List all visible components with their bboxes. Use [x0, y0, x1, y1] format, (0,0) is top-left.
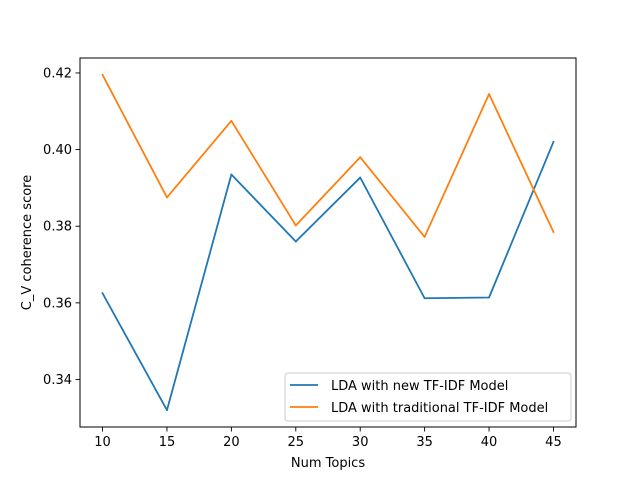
legend-box — [284, 372, 572, 422]
y-axis-label: C_V coherence score — [20, 175, 35, 310]
data-point-0-7 — [552, 141, 555, 143]
x-axis-label: Num Topics — [291, 456, 365, 471]
x-tick-label: 45 — [545, 435, 562, 450]
data-point-0-1 — [166, 409, 168, 412]
x-tick-label: 25 — [288, 435, 305, 450]
data-point-0-4 — [359, 176, 362, 179]
y-tick-label: 0.34 — [43, 373, 72, 388]
data-point-1-4 — [359, 156, 362, 159]
legend-label-traditional-tfidf: LDA with traditional TF-IDF Model — [331, 401, 548, 416]
legend-label-new-tfidf: LDA with new TF-IDF Model — [331, 379, 508, 394]
data-point-1-5 — [423, 236, 426, 238]
x-tick-label: 30 — [352, 435, 369, 450]
y-tick-label: 0.42 — [43, 66, 72, 81]
data-point-1-0 — [101, 73, 104, 76]
data-point-0-2 — [230, 173, 233, 176]
y-tick-label: 0.38 — [43, 220, 72, 235]
data-point-1-2 — [230, 119, 233, 122]
plot-area — [80, 58, 576, 427]
y-axis-ticks: 0.34 0.36 0.38 0.40 0.42 — [43, 66, 80, 388]
data-point-0-6 — [488, 296, 490, 299]
data-point-1-7 — [552, 231, 555, 233]
data-point-0-0 — [101, 292, 104, 295]
x-tick-label: 10 — [94, 435, 111, 450]
series-line-0 — [101, 140, 555, 412]
y-tick-label: 0.36 — [43, 296, 72, 311]
series-line-1 — [101, 73, 555, 238]
x-tick-label: 40 — [481, 435, 498, 450]
data-point-0-5 — [423, 297, 426, 300]
x-tick-label: 15 — [159, 435, 176, 450]
axes-frame — [79, 57, 577, 428]
data-point-1-1 — [166, 196, 168, 199]
data-point-1-6 — [488, 93, 490, 95]
data-point-0-3 — [294, 240, 297, 243]
y-tick-label: 0.40 — [43, 143, 72, 158]
data-point-1-3 — [294, 224, 297, 227]
legend: LDA with new TF-IDF Model LDA with tradi… — [284, 372, 572, 422]
x-axis-ticks: 10 15 20 25 30 35 40 45 — [94, 427, 562, 450]
series-layer — [101, 73, 555, 412]
x-tick-label: 20 — [223, 435, 240, 450]
x-tick-label: 35 — [416, 435, 433, 450]
